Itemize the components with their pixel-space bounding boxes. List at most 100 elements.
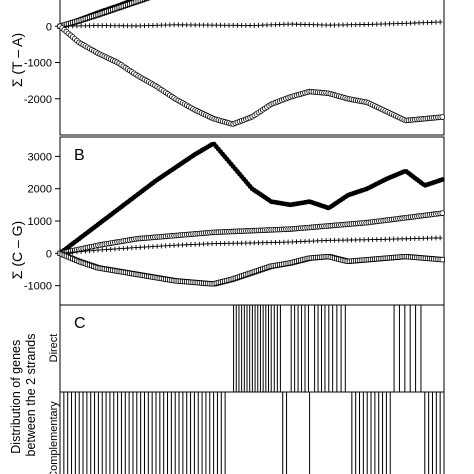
panel-b-point	[142, 244, 147, 250]
panel-a-point	[201, 22, 207, 28]
panel-a-point	[327, 22, 333, 28]
panel-a-point	[353, 22, 359, 28]
panel-b-ytick-label: -1000	[24, 281, 52, 293]
panel-a-series-plus	[57, 19, 443, 29]
panel-a-point	[95, 23, 101, 28]
panel-b-point	[281, 239, 287, 245]
panel-b-point	[349, 237, 354, 243]
panel-a-ytick-label: 0	[46, 21, 52, 33]
panel-a-point	[429, 19, 435, 25]
panel-b-point	[437, 235, 443, 241]
panel-b-point	[133, 245, 139, 250]
panel-b-point	[222, 241, 228, 246]
panel-b-point	[120, 245, 126, 251]
panel-b-point	[323, 238, 329, 243]
panel-b-point	[112, 246, 118, 252]
panel-a-point	[302, 22, 308, 27]
panel-b-point	[403, 236, 409, 242]
panel-b-point	[74, 249, 80, 255]
panel-b-point	[175, 242, 181, 248]
panel-a-point	[395, 21, 401, 26]
panel-a-point	[129, 23, 135, 29]
panel-a-point	[184, 22, 190, 28]
panel-b-point	[327, 237, 333, 243]
panel-a-point	[91, 23, 97, 29]
panel-b-point	[302, 238, 308, 244]
panel-a-point	[66, 23, 71, 29]
panel-a-ylabel: Σ (T – A)	[9, 33, 25, 87]
panel-a-point	[391, 21, 397, 27]
panel-b-point	[70, 249, 76, 255]
panel-b-point	[277, 239, 283, 245]
panel-b-point	[289, 239, 295, 245]
panel-b-ytick-label: 0	[46, 248, 52, 260]
panel-a-point	[116, 23, 122, 29]
panel-b-point	[382, 236, 388, 242]
panel-a-point	[247, 23, 253, 28]
panel-b-point	[344, 237, 350, 243]
panel-a-point	[256, 22, 261, 28]
panel-b-point	[399, 236, 405, 242]
panel-c: C Distribution of genes between the 2 st…	[9, 304, 445, 474]
panel-b-point	[104, 247, 109, 252]
panel-a-point	[311, 22, 316, 28]
panel-a-point	[112, 23, 118, 29]
panel-a-point	[399, 21, 405, 26]
panel-b-point	[180, 242, 185, 248]
panel-a-point	[167, 22, 173, 28]
panel-b-point	[201, 241, 207, 247]
panel-b-point	[226, 240, 232, 246]
panel-a-ticks: -2000 -1000 0	[24, 21, 60, 106]
panel-b-point	[251, 240, 257, 246]
panel-a-point	[416, 20, 422, 26]
panel-c-ylabel-line2: between the 2 strands	[24, 334, 38, 457]
panel-a-point	[87, 23, 92, 29]
panel-a-point	[382, 21, 388, 27]
panel-b-point	[268, 240, 274, 245]
panel-b-point	[239, 240, 245, 246]
panel-a-point	[251, 23, 257, 28]
panel-b-point	[365, 237, 371, 243]
panel-a-point	[378, 21, 384, 27]
panel-b-marks	[57, 141, 446, 287]
panel-a-series-open-square	[57, 0, 152, 29]
panel-b-ticks: -1000 0 1000 2000 3000	[24, 151, 60, 293]
panel-a-point	[213, 22, 219, 28]
panel-b-point	[391, 236, 397, 242]
panel-b-point	[273, 239, 278, 245]
panel-b-point	[218, 241, 223, 246]
panel-a-point	[192, 22, 198, 28]
panel-a-point	[205, 22, 211, 28]
panel-a-point	[298, 21, 304, 27]
panel-b-point	[87, 248, 92, 254]
panel-a-point	[82, 23, 88, 29]
panel-b-ylabel: Σ (C – G)	[9, 221, 25, 279]
panel-b-point	[99, 247, 105, 253]
panel-a-point	[370, 21, 375, 27]
panel-a-point	[306, 22, 312, 28]
panel-b-point	[420, 235, 426, 241]
panel-b-point	[154, 243, 160, 249]
panel-b-point	[336, 237, 342, 243]
panel-b-point	[205, 241, 211, 247]
panel-b-point	[171, 242, 177, 248]
panel-b-point	[260, 240, 266, 246]
panel-b-point	[357, 237, 363, 243]
panel-b-point	[247, 240, 253, 246]
panel-b: B Σ (C – G) -1000 0 1000 2000 3000	[9, 136, 446, 306]
panel-a-ytick-label: -2000	[24, 94, 52, 106]
panel-a-point	[412, 20, 418, 26]
panel-a-point	[120, 23, 126, 29]
panel-b-point	[353, 237, 359, 243]
panel-a-point	[425, 20, 430, 25]
panel-a-point	[336, 22, 342, 28]
panel-b-ytick-label: 1000	[28, 216, 52, 228]
panel-b-series-open-square	[57, 250, 445, 287]
panel-c-complementary-label: Complementary	[48, 401, 60, 474]
panel-a-point	[222, 22, 228, 28]
panel-b-point	[188, 242, 194, 247]
panel-c-letter: C	[74, 315, 86, 332]
panel-a-point	[387, 21, 392, 27]
panel-b-point	[387, 236, 392, 242]
